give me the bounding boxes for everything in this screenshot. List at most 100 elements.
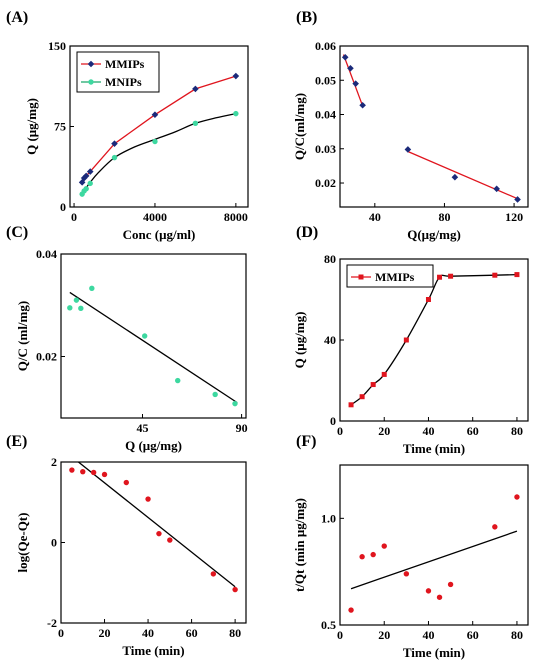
x-tick-label: 20 <box>378 628 390 642</box>
data-point <box>67 305 73 311</box>
plot-frame <box>60 253 247 419</box>
x-tick-label: 90 <box>236 421 248 435</box>
x-axis-label: Q(μg/mg) <box>407 227 461 242</box>
chart-panel: (C) 45 90 0.02 0.04 Q (μg/mg) Q/C (ml/mg) <box>6 224 248 453</box>
x-tick-label: 20 <box>99 626 111 640</box>
x-axis-label: Conc (μg/ml) <box>123 227 196 242</box>
data-point <box>233 110 239 117</box>
data-point <box>82 172 90 180</box>
y-axis-label: t/Qt (min μg/mg) <box>292 498 307 592</box>
chart-panel: (F) 0 20 40 60 80 0.5 1.0 Time (min) t/Qt (min μg… <box>292 433 529 660</box>
panel-label: (F) <box>296 433 316 450</box>
data-point <box>514 196 521 203</box>
x-tick-label: 80 <box>229 626 241 640</box>
legend-marker <box>87 60 95 68</box>
data-point <box>73 297 80 303</box>
y-tick-label: 80 <box>324 252 336 266</box>
series-line <box>81 112 237 194</box>
y-tick-label: 0.02 <box>36 350 57 364</box>
legend-label: MMIPs <box>105 57 145 71</box>
data-point <box>192 120 199 126</box>
data-point <box>425 297 431 302</box>
data-point <box>212 391 218 398</box>
data-point <box>404 146 412 153</box>
x-axis-label: Q (μg/mg) <box>125 438 182 453</box>
y-tick-label: 0.06 <box>315 39 336 53</box>
x-tick-label: 80 <box>511 628 523 642</box>
y-tick-label: 0 <box>51 536 57 550</box>
y-tick-label: 0.02 <box>315 176 336 190</box>
data-point <box>232 400 238 407</box>
y-axis-label: Q (μg/mg) <box>292 312 307 369</box>
series-line <box>350 273 517 406</box>
y-axis-label: Q (μg/mg) <box>24 98 39 155</box>
data-point <box>437 274 443 280</box>
data-point <box>359 554 365 560</box>
x-tick-label: 40 <box>142 626 154 640</box>
data-point <box>210 571 217 577</box>
data-point <box>152 138 158 145</box>
x-axis-label: Time (min) <box>403 441 465 456</box>
data-point <box>123 479 129 486</box>
legend-label: MNIPs <box>105 75 142 89</box>
plot-frame <box>60 461 247 624</box>
fit-line <box>407 150 520 201</box>
x-axis-label: Time (min) <box>122 643 184 658</box>
data-point <box>347 64 354 72</box>
y-tick-label: 0 <box>60 200 66 214</box>
data-point <box>451 173 459 181</box>
x-tick-label: 60 <box>186 626 198 640</box>
fit-line <box>350 530 518 590</box>
x-tick-label: 45 <box>136 421 148 435</box>
data-point <box>167 537 173 543</box>
panel-label: (E) <box>6 433 27 450</box>
data-point <box>359 101 366 109</box>
x-tick-label: 8000 <box>224 210 248 224</box>
x-tick-label: 120 <box>505 210 523 224</box>
y-tick-label: 0.05 <box>315 73 336 87</box>
fit-line <box>69 291 238 404</box>
data-point <box>359 394 365 400</box>
x-tick-label: 0 <box>58 626 64 640</box>
data-point <box>69 467 75 473</box>
data-point <box>111 140 118 147</box>
y-tick-label: 0.5 <box>321 618 336 632</box>
fit-line <box>342 54 364 107</box>
data-point <box>111 154 118 161</box>
data-point <box>448 273 454 279</box>
panel-label: (A) <box>6 9 28 26</box>
data-point <box>232 586 238 593</box>
data-point <box>151 111 159 118</box>
legend-box <box>76 51 160 93</box>
data-point <box>348 607 354 613</box>
x-tick-label: 40 <box>369 210 381 224</box>
data-point <box>447 581 454 588</box>
x-tick-label: 4000 <box>143 210 167 224</box>
chart-panel: (D) 0 20 40 60 80 0 40 80 Time (min) Q (μg/mg) MMIP… <box>292 224 529 456</box>
data-point <box>80 468 86 475</box>
data-point <box>90 469 97 476</box>
legend-box <box>346 264 434 288</box>
data-point <box>348 402 354 408</box>
data-point <box>145 496 151 502</box>
data-point <box>101 471 108 478</box>
data-point <box>403 337 409 343</box>
x-axis-label: Time (min) <box>403 645 465 660</box>
data-point <box>141 333 148 339</box>
data-point <box>514 272 520 278</box>
data-point <box>403 571 410 577</box>
legend-marker <box>88 79 94 85</box>
y-tick-label: -2 <box>47 616 57 630</box>
data-point <box>514 494 520 500</box>
panel-label: (B) <box>296 9 317 26</box>
x-tick-label: 0 <box>337 628 343 642</box>
y-tick-label: 1.0 <box>321 511 336 525</box>
x-tick-label: 60 <box>467 424 479 438</box>
data-point <box>352 80 359 87</box>
y-axis-label: Q/C(ml/mg) <box>292 93 307 160</box>
y-tick-label: 0.04 <box>315 108 336 122</box>
x-tick-label: 40 <box>422 424 434 438</box>
data-point <box>78 179 86 186</box>
data-point <box>89 285 95 292</box>
